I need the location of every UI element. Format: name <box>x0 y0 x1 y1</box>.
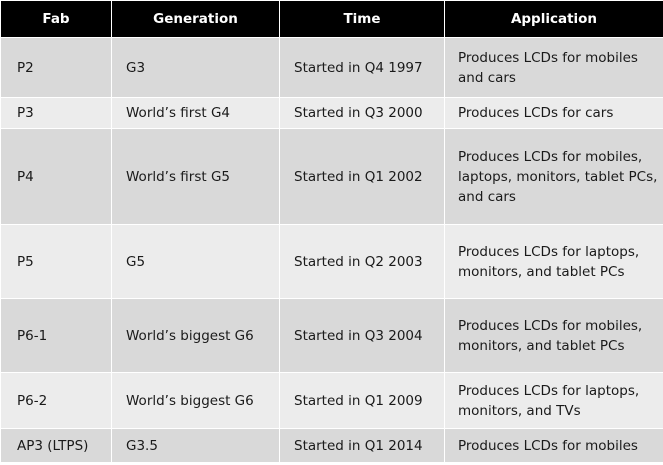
time-cell: Started in Q3 2000 <box>279 97 445 129</box>
generation-cell: G3 <box>111 37 280 98</box>
time-cell: Started in Q3 2004 <box>279 298 445 373</box>
fab-cell: P6-1 <box>0 298 112 373</box>
application-cell: Produces LCDs for mobiles <box>444 428 663 463</box>
application-cell: Produces LCDs for laptops, monitors, and… <box>444 224 663 299</box>
fab-cell: P5 <box>0 224 112 299</box>
header-generation: Generation <box>111 0 280 38</box>
application-cell: Produces LCDs for cars <box>444 97 663 129</box>
table-row: P6-2 World’s biggest G6 Started in Q1 20… <box>0 372 663 429</box>
fab-cell: P3 <box>0 97 112 129</box>
time-cell: Started in Q1 2014 <box>279 428 445 463</box>
generation-cell: G3.5 <box>111 428 280 463</box>
time-cell: Started in Q1 2009 <box>279 372 445 429</box>
table-row: P6-1 World’s biggest G6 Started in Q3 20… <box>0 298 663 373</box>
time-cell: Started in Q1 2002 <box>279 128 445 225</box>
generation-cell: World’s first G4 <box>111 97 280 129</box>
table-row: P3 World’s first G4 Started in Q3 2000 P… <box>0 97 663 129</box>
generation-cell: World’s first G5 <box>111 128 280 225</box>
fab-cell: P6-2 <box>0 372 112 429</box>
table-row: P2 G3 Started in Q4 1997 Produces LCDs f… <box>0 37 663 98</box>
fab-cell: AP3 (LTPS) <box>0 428 112 463</box>
fab-cell: P4 <box>0 128 112 225</box>
table-row: P5 G5 Started in Q2 2003 Produces LCDs f… <box>0 224 663 299</box>
time-cell: Started in Q2 2003 <box>279 224 445 299</box>
fab-cell: P2 <box>0 37 112 98</box>
application-cell: Produces LCDs for laptops, monitors, and… <box>444 372 663 429</box>
application-cell: Produces LCDs for mobiles, monitors, and… <box>444 298 663 373</box>
application-cell: Produces LCDs for mobiles, laptops, moni… <box>444 128 663 225</box>
generation-cell: World’s biggest G6 <box>111 298 280 373</box>
header-time: Time <box>279 0 445 38</box>
generation-cell: World’s biggest G6 <box>111 372 280 429</box>
table-row: P4 World’s first G5 Started in Q1 2002 P… <box>0 128 663 225</box>
application-cell: Produces LCDs for mobiles and cars <box>444 37 663 98</box>
header-row: Fab Generation Time Application <box>0 0 663 38</box>
table-row: AP3 (LTPS) G3.5 Started in Q1 2014 Produ… <box>0 428 663 463</box>
generation-cell: G5 <box>111 224 280 299</box>
header-fab: Fab <box>0 0 112 38</box>
header-application: Application <box>444 0 663 38</box>
time-cell: Started in Q4 1997 <box>279 37 445 98</box>
